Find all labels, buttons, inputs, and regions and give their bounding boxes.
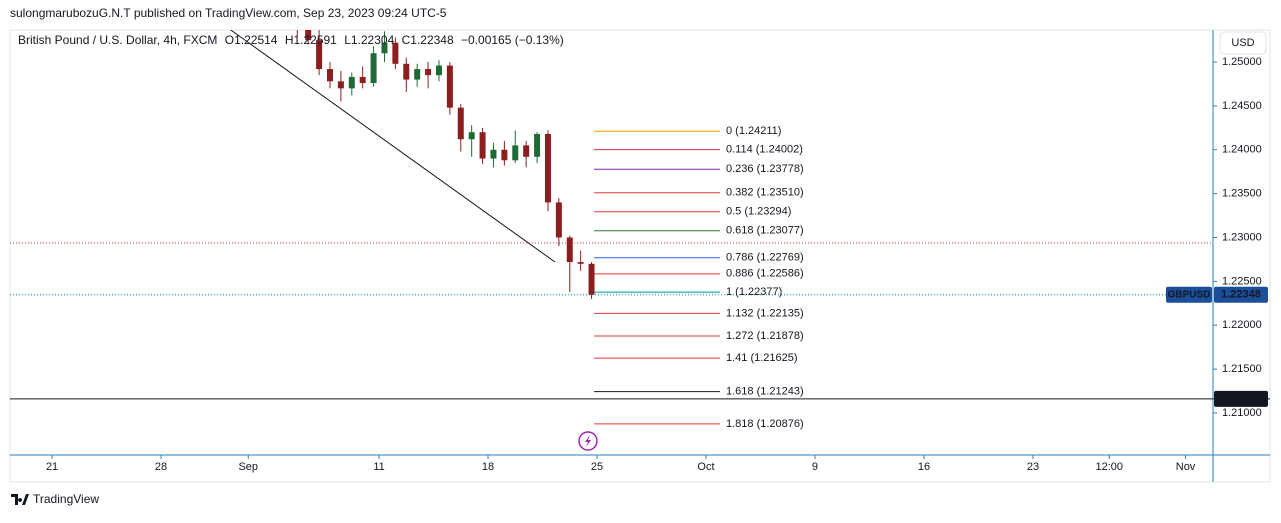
candle-body — [544, 133, 551, 203]
x-tick-label: 12:00 — [1095, 461, 1123, 473]
legend-text: British Pound / U.S. Dollar, 4h, FXCM O1… — [18, 33, 564, 47]
candle-body — [501, 149, 508, 161]
y-tick-label: 1.24500 — [1222, 100, 1262, 112]
fib-level-label: 1 (1.22377) — [726, 286, 782, 298]
price-marker-symbol: GBPUSD — [1168, 289, 1211, 300]
y-tick-label: 1.23500 — [1222, 188, 1262, 200]
x-tick-label: Oct — [697, 461, 714, 473]
fib-level-label: 1.41 (1.21625) — [726, 352, 798, 364]
candle-body — [381, 42, 388, 54]
candle-body — [392, 42, 399, 64]
fib-level-label: 0.5 (1.23294) — [726, 206, 791, 218]
x-tick-label: 25 — [591, 461, 603, 473]
fib-level-label: 0.236 (1.23778) — [726, 163, 804, 175]
candle-body — [490, 149, 497, 159]
plot-area: 0 (1.24211) 0.114 (1.24002) 0.236 (1.23778… — [10, 30, 1213, 430]
legend-close: C1.22348 — [402, 33, 454, 47]
price-marker-symbol-bg — [1166, 286, 1212, 303]
publisher-line: sulongmarubozuG.N.T published on Trading… — [10, 6, 447, 20]
x-tick-label: 18 — [482, 461, 494, 473]
candle-body — [523, 145, 530, 157]
fib-level-label: 1.272 (1.21878) — [726, 330, 804, 342]
candle-body — [403, 63, 410, 80]
fib-retracement: 0 (1.24211) 0.114 (1.24002) 0.236 (1.23778… — [594, 125, 804, 430]
y-tick-label: 1.22500 — [1222, 275, 1262, 287]
fib-level-label: 1.818 (1.20876) — [726, 418, 804, 430]
fib-level-label: 0.886 (1.22586) — [726, 268, 804, 280]
line-marker-bg — [1214, 390, 1268, 407]
legend-low: L1.22304 — [344, 33, 394, 47]
x-tick-label: 9 — [812, 461, 818, 473]
fib-level-label: 0.618 (1.23077) — [726, 225, 804, 237]
price-marker-bg — [1214, 286, 1268, 303]
y-tick-label: 1.22000 — [1222, 319, 1262, 331]
x-tick-label: 11 — [373, 461, 384, 473]
candle-body — [425, 69, 432, 76]
candle-body — [435, 65, 442, 76]
candle-body — [566, 237, 573, 263]
legend-open: O1.22514 — [225, 33, 278, 47]
candle-body — [446, 65, 453, 108]
y-tick-label: 1.21000 — [1222, 407, 1262, 419]
chart-frame — [9, 29, 1271, 483]
candle-body — [534, 133, 541, 157]
candle-body — [316, 40, 323, 70]
y-tick-label: 1.23000 — [1222, 231, 1262, 243]
x-tick-label: Sep — [238, 461, 258, 473]
trend-line — [229, 30, 556, 263]
line-marker: 1.21161 — [1214, 390, 1268, 407]
candle-body — [359, 76, 366, 84]
candle-body — [326, 69, 333, 82]
candle-body — [305, 30, 312, 41]
candle-body — [588, 263, 595, 295]
fib-level-label: 1.618 (1.21243) — [726, 386, 804, 398]
candle-body — [468, 132, 475, 140]
price-marker: GBPUSD 1.22348 — [1166, 286, 1268, 303]
currency-button[interactable] — [1219, 31, 1267, 55]
candle-body — [555, 202, 562, 238]
y-tick-label: 1.24000 — [1222, 144, 1262, 156]
fib-level-label: 0.114 (1.24002) — [726, 143, 803, 155]
brand: TradingView — [11, 492, 99, 506]
currency-label[interactable]: USD — [1231, 37, 1254, 49]
x-tick-label: 21 — [46, 461, 58, 473]
candle-body — [479, 132, 486, 159]
x-tick-label: 28 — [155, 461, 167, 473]
x-tick-label: 16 — [918, 461, 930, 473]
lightning-icon[interactable] — [578, 431, 598, 451]
candle-body — [457, 107, 464, 140]
legend-high: H1.22591 — [285, 33, 337, 47]
candle-body — [370, 53, 377, 84]
fib-level-label: 0 (1.24211) — [726, 125, 781, 137]
candle-body — [577, 262, 584, 264]
y-tick-label: 1.25000 — [1222, 56, 1262, 68]
fib-level-label: 0.382 (1.23510) — [726, 187, 804, 199]
x-tick-label: 23 — [1027, 461, 1039, 473]
candle-body — [512, 145, 519, 161]
candle-body — [348, 76, 355, 89]
candle-body — [414, 69, 421, 80]
fib-level-label: 1.132 (1.22135) — [726, 307, 804, 319]
fib-level-label: 0.786 (1.22769) — [726, 252, 804, 264]
brand-text: TradingView — [33, 492, 99, 506]
x-tick-label: Nov — [1176, 461, 1196, 473]
line-marker-label: 1.21161 — [1221, 393, 1260, 405]
legend-symbol: British Pound / U.S. Dollar, 4h, FXCM — [18, 33, 217, 47]
legend: British Pound / U.S. Dollar, 4h, FXCM O1… — [18, 33, 564, 47]
y-tick-label: 1.21500 — [1222, 363, 1262, 375]
candle-body — [337, 81, 344, 89]
legend-change: −0.00165 (−0.13%) — [461, 33, 564, 47]
price-marker-label: 1.22348 — [1221, 289, 1261, 301]
